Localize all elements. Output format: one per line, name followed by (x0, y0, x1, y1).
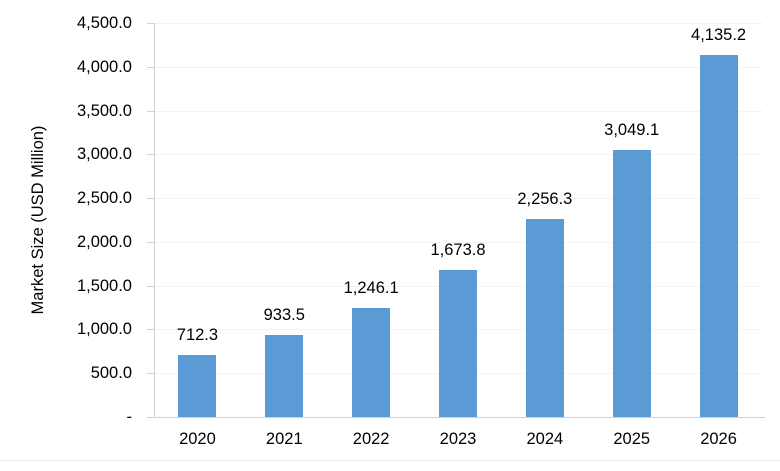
x-axis-line (154, 417, 765, 418)
bar-value-label: 2,256.3 (517, 190, 573, 209)
y-axis-title: Market Size (USD Million) (29, 125, 47, 315)
y-axis-line (154, 23, 155, 417)
gridline (155, 23, 763, 24)
x-tick-label: 2026 (700, 430, 737, 448)
y-tick-label: 1,000.0 (76, 320, 132, 339)
y-axis-tick (147, 373, 154, 375)
y-tick-label: - (126, 408, 133, 426)
gridline (155, 110, 763, 112)
bar (439, 270, 477, 417)
y-axis-tick (147, 66, 154, 68)
bar-value-label: 3,049.1 (604, 121, 660, 140)
x-tick-label: 2023 (439, 430, 477, 448)
bar-value-label: 1,673.8 (430, 241, 486, 260)
y-axis-tick (147, 241, 154, 243)
y-tick-label: 1,500.0 (76, 276, 132, 295)
y-axis-tick (147, 329, 154, 331)
y-tick-label: 4,500.0 (76, 14, 132, 32)
y-axis-tick (147, 198, 154, 200)
y-tick-label: 3,000.0 (76, 145, 132, 164)
y-axis-tick (147, 23, 154, 24)
y-axis-tick (147, 417, 154, 418)
y-tick-label: 2,000.0 (76, 232, 132, 251)
y-axis-tick (147, 110, 154, 112)
gridline (155, 241, 763, 243)
x-tick-label: 2024 (526, 430, 564, 448)
bar (525, 219, 564, 417)
bar (352, 307, 391, 417)
gridline (155, 66, 763, 68)
bar (265, 335, 304, 417)
bar-value-label: 1,246.1 (343, 278, 399, 297)
y-tick-label: 2,500.0 (76, 189, 132, 208)
bar-value-label: 4,135.2 (691, 25, 747, 44)
x-tick-label: 2022 (352, 430, 390, 448)
y-tick-label: 4,000.0 (76, 57, 132, 76)
bar-value-label: 933.5 (263, 306, 305, 325)
y-axis-tick (147, 285, 154, 287)
x-tick-label: 2025 (613, 430, 651, 448)
x-tick-label: 2021 (265, 430, 303, 448)
y-tick-label: 500.0 (90, 364, 132, 383)
bar (612, 150, 651, 417)
bar (178, 354, 217, 417)
gridline (155, 154, 763, 156)
bottom-divider (0, 460, 780, 461)
bar (699, 54, 738, 417)
gridline (155, 198, 763, 200)
x-tick-label: 2020 (179, 430, 216, 448)
y-tick-label: 3,500.0 (76, 101, 132, 120)
y-axis-tick (147, 154, 154, 156)
bar-value-label: 712.3 (176, 325, 219, 344)
